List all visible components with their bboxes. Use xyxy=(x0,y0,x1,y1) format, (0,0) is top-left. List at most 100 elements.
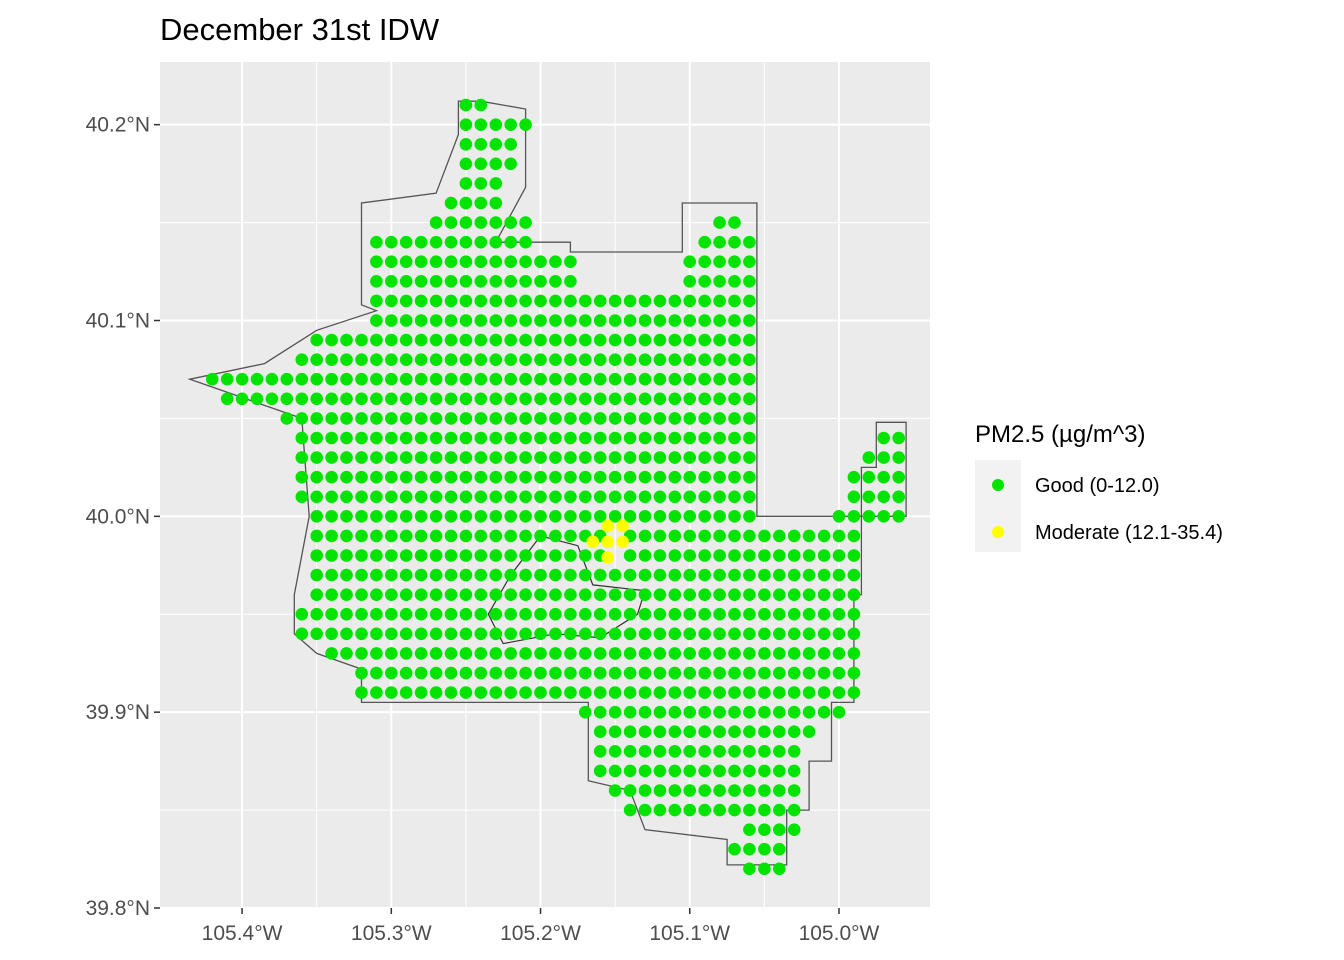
data-point-good xyxy=(340,549,353,562)
data-point-good xyxy=(459,353,473,367)
data-point-good xyxy=(489,510,503,523)
data-point-good xyxy=(728,686,741,699)
data-point-good xyxy=(653,431,667,445)
data-point-good xyxy=(668,568,682,582)
data-point-good xyxy=(220,392,234,406)
data-point-good xyxy=(579,549,592,562)
data-point-good xyxy=(638,568,652,582)
data-point-good xyxy=(698,392,711,406)
data-point-good xyxy=(489,549,503,562)
data-point-good xyxy=(593,764,607,778)
data-point-good xyxy=(459,235,473,249)
data-point-good xyxy=(474,255,488,268)
data-point-good xyxy=(325,549,338,562)
data-point-good xyxy=(429,275,443,288)
data-point-good xyxy=(474,392,488,406)
data-point-good xyxy=(817,627,831,641)
data-point-good xyxy=(534,470,547,484)
data-point-good xyxy=(728,725,741,738)
data-point-good xyxy=(325,510,338,523)
data-point-good xyxy=(489,353,503,367)
data-point-good xyxy=(892,510,905,523)
data-point-good xyxy=(653,803,667,817)
data-point-good xyxy=(370,372,383,386)
data-point-good xyxy=(698,549,711,562)
data-point-good xyxy=(370,294,383,308)
data-point-good xyxy=(399,372,413,386)
data-point-good xyxy=(295,431,309,445)
data-point-good xyxy=(459,568,473,582)
data-point-good xyxy=(653,392,667,406)
data-point-good xyxy=(459,118,473,131)
data-point-good xyxy=(564,568,577,582)
data-point-good xyxy=(608,647,622,660)
legend-label-moderate: Moderate (12.1-35.4) xyxy=(1035,522,1223,544)
data-point-good xyxy=(310,431,324,445)
data-point-good xyxy=(295,490,309,504)
data-point-good xyxy=(549,666,562,680)
data-point-good xyxy=(668,372,682,386)
data-point-good xyxy=(385,372,398,386)
data-point-good xyxy=(623,412,637,425)
data-point-good xyxy=(832,686,846,699)
data-point-good xyxy=(444,275,458,288)
data-point-good xyxy=(683,372,696,386)
data-point-good xyxy=(519,412,532,425)
data-point-good xyxy=(549,647,562,660)
data-point-good xyxy=(564,255,577,268)
data-point-good xyxy=(593,686,607,699)
data-point-good xyxy=(564,529,577,543)
data-point-good xyxy=(504,627,517,641)
data-point-good xyxy=(399,490,413,504)
legend-key-moderate xyxy=(992,526,1004,538)
data-point-good xyxy=(489,157,503,171)
data-point-good xyxy=(489,372,503,386)
data-point-good xyxy=(728,314,741,327)
data-point-good xyxy=(698,510,711,523)
data-point-good xyxy=(743,451,756,464)
data-point-good xyxy=(340,607,353,621)
data-point-good xyxy=(325,470,338,484)
data-point-good xyxy=(385,235,398,249)
data-point-good xyxy=(653,666,667,680)
data-point-good xyxy=(638,705,652,719)
data-point-good xyxy=(683,510,696,523)
data-point-good xyxy=(773,803,786,817)
data-point-good xyxy=(728,255,741,268)
city-boundary-outline xyxy=(187,100,907,866)
data-point-good xyxy=(668,529,682,543)
data-point-good xyxy=(653,627,667,641)
data-point-good xyxy=(295,372,309,386)
data-point-good xyxy=(668,549,682,562)
data-point-good xyxy=(429,392,443,406)
data-point-good xyxy=(802,607,816,621)
data-point-good xyxy=(802,549,816,562)
data-point-good xyxy=(414,353,428,367)
data-point-good xyxy=(787,764,801,778)
data-point-good xyxy=(429,235,443,249)
data-point-good xyxy=(355,490,368,504)
data-point-good xyxy=(817,647,831,660)
data-point-good xyxy=(564,392,577,406)
data-point-good xyxy=(489,529,503,543)
data-point-good xyxy=(310,568,324,582)
data-point-good xyxy=(385,490,398,504)
data-point-good xyxy=(832,529,846,543)
data-point-good xyxy=(743,294,756,308)
data-point-good xyxy=(519,568,532,582)
data-point-good xyxy=(758,842,771,856)
data-point-good xyxy=(444,647,458,660)
data-point-good xyxy=(504,549,517,562)
data-point-good xyxy=(564,510,577,523)
data-point-good xyxy=(653,333,667,347)
data-point-good xyxy=(310,549,324,562)
data-point-good xyxy=(549,568,562,582)
data-point-good xyxy=(698,412,711,425)
data-point-good xyxy=(549,372,562,386)
data-point-good xyxy=(698,372,711,386)
data-point-good xyxy=(429,607,443,621)
data-point-good xyxy=(295,412,309,425)
data-point-good xyxy=(758,568,771,582)
data-point-good xyxy=(280,412,294,425)
data-point-good xyxy=(444,490,458,504)
